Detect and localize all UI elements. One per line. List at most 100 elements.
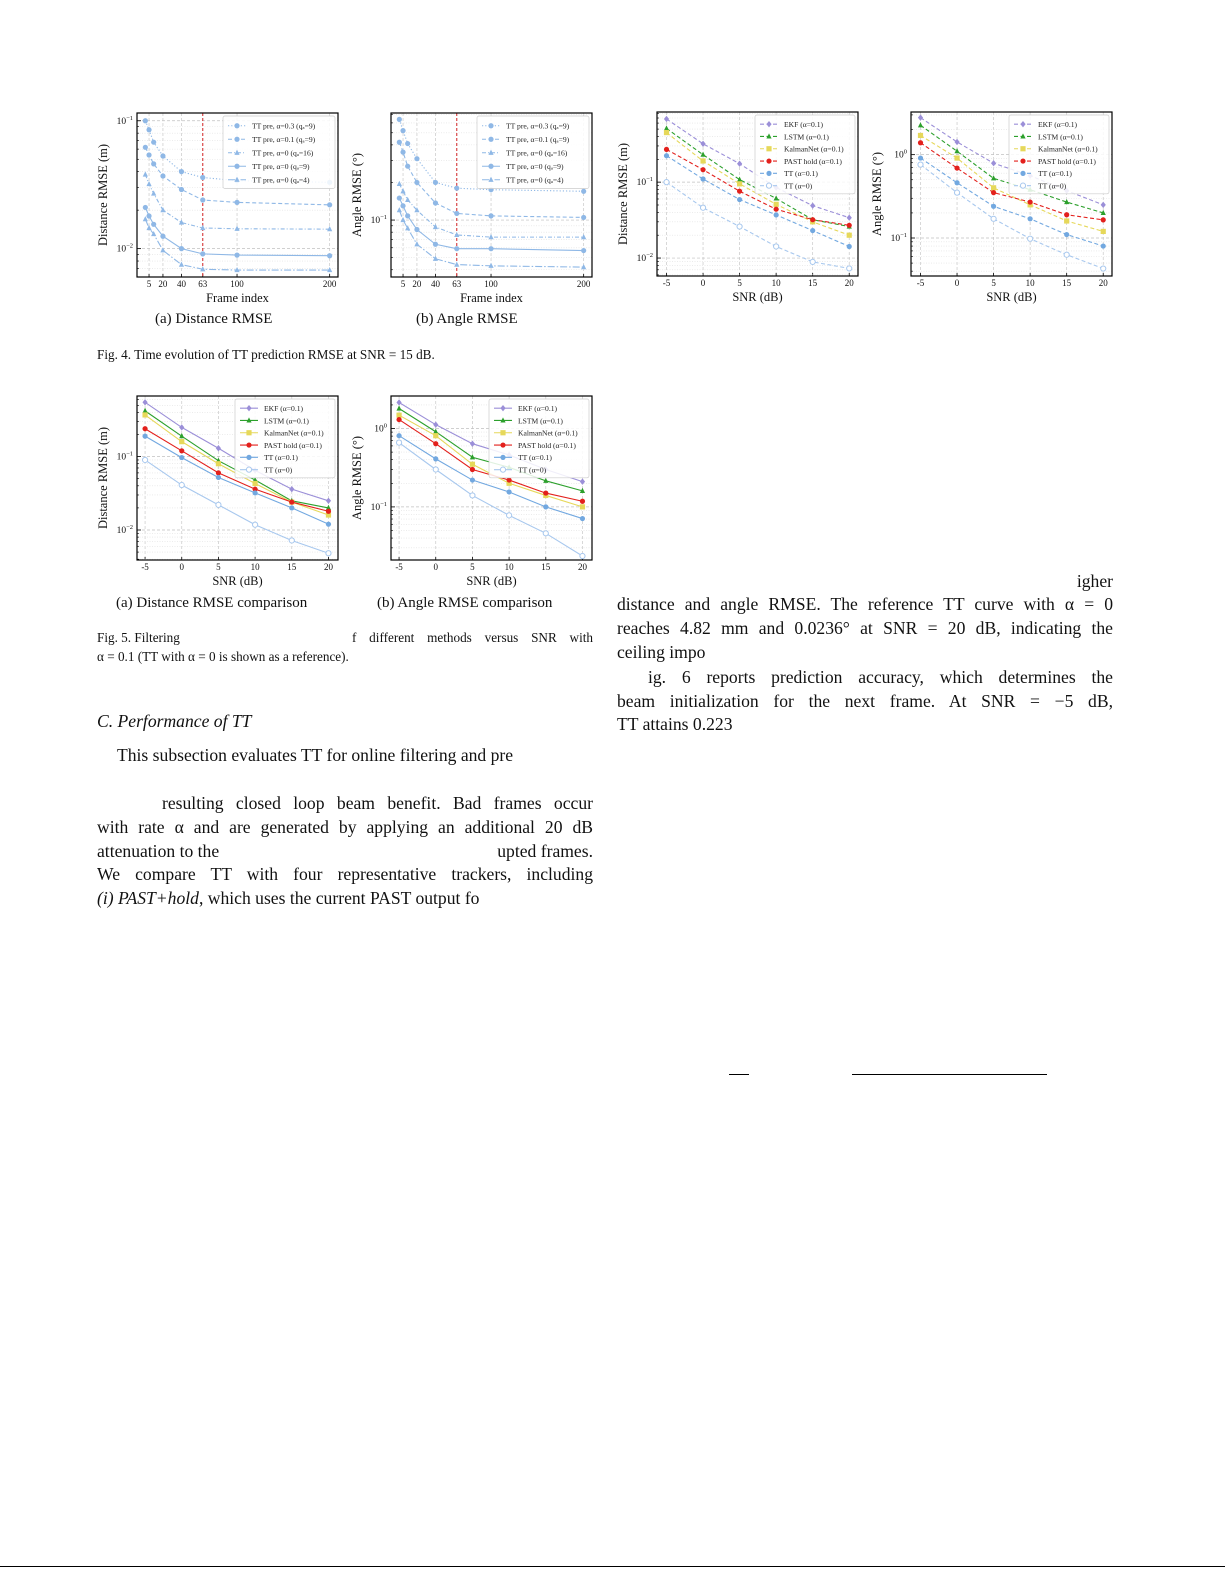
data-point <box>454 185 460 191</box>
data-point <box>581 214 587 221</box>
fig5-subcaption-b: (b) Angle RMSE comparison <box>377 595 553 611</box>
data-point <box>1064 231 1070 238</box>
y-tick-label: 10−1 <box>117 115 133 127</box>
legend-marker <box>488 123 494 129</box>
data-point <box>289 499 295 505</box>
data-point <box>400 128 406 134</box>
y-tick-label: 10−1 <box>117 451 133 463</box>
series-line <box>920 134 1104 232</box>
data-point <box>1027 235 1034 242</box>
data-point <box>736 188 743 194</box>
data-point <box>581 247 587 254</box>
y-tick-label: 10−2 <box>117 524 133 536</box>
data-point <box>433 441 439 447</box>
chart-5: -5 0 5 10 15 20 10−2 10−1 EKF (α=0.1) LSTM (α=0.1… <box>96 395 339 588</box>
x-axis-label: SNR (dB) <box>212 574 262 588</box>
legend-label: LSTM (α=0.1) <box>264 416 309 425</box>
x-tick-label: 5 <box>216 562 221 572</box>
data-point <box>488 262 494 268</box>
data-point <box>142 433 148 439</box>
data-point <box>700 158 706 164</box>
legend-marker <box>500 454 506 460</box>
y-tick-label: 10−1 <box>371 214 387 226</box>
data-point <box>699 204 707 211</box>
x-tick-label: -5 <box>663 278 671 288</box>
data-point <box>917 122 924 128</box>
data-point <box>142 204 148 211</box>
data-point <box>1100 265 1107 272</box>
y-axis-label: Angle RMSE (°) <box>350 153 364 237</box>
legend-marker <box>500 404 506 412</box>
data-point <box>179 454 185 461</box>
body-line: with rate α and are generated by applyin… <box>97 817 593 837</box>
data-point <box>488 213 494 219</box>
data-point <box>325 550 332 557</box>
series-line <box>920 164 1104 270</box>
y-axis-label: Angle RMSE (°) <box>870 152 884 236</box>
legend-label: KalmanNet (α=0.1) <box>1038 145 1098 154</box>
series-2 <box>142 144 333 208</box>
data-point <box>215 474 222 481</box>
data-point <box>846 232 852 238</box>
data-point <box>414 226 420 233</box>
legend-marker <box>765 182 773 189</box>
data-point <box>160 207 166 213</box>
series-line <box>144 428 329 512</box>
x-tick-label: 5 <box>401 279 406 289</box>
series-line <box>398 209 584 268</box>
legend-box <box>234 398 336 479</box>
legend: EKF (α=0.1) LSTM (α=0.1) KalmanNet (α=0.1)… <box>754 114 856 195</box>
series-line <box>144 120 330 183</box>
data-point <box>396 139 402 145</box>
legend-label: TT pre, α=0.3 (qₐ=9) <box>252 122 316 131</box>
legend-marker <box>488 176 494 182</box>
separator-rule <box>729 1074 749 1075</box>
data-point <box>810 217 816 223</box>
data-point <box>1064 218 1070 224</box>
chart-1: 5 20 40 63 100 200 10−2 10−1 TT pre, α=0.3 (qₐ=9… <box>96 112 339 305</box>
series-line <box>398 119 584 192</box>
data-point <box>469 477 476 483</box>
data-point <box>396 399 402 406</box>
data-point <box>160 233 166 239</box>
y-tick-label: 10−2 <box>117 243 133 255</box>
series-line <box>398 442 583 557</box>
data-point <box>432 466 439 473</box>
data-point <box>990 203 997 209</box>
series-line <box>144 218 330 271</box>
plot-frame <box>136 395 339 561</box>
data-point <box>810 202 816 209</box>
x-tick-label: 40 <box>177 279 187 289</box>
y-tick-label: 100 <box>894 149 907 161</box>
data-point <box>736 181 743 187</box>
data-point <box>809 258 816 265</box>
data-point <box>736 223 743 230</box>
data-point <box>579 498 586 504</box>
legend-marker <box>234 123 240 129</box>
data-point <box>215 501 222 508</box>
data-point <box>579 478 586 485</box>
data-point <box>327 253 333 259</box>
data-point <box>917 114 924 121</box>
data-point <box>234 266 240 273</box>
data-point <box>325 508 332 514</box>
plot-frame <box>656 111 859 277</box>
data-point <box>663 115 670 123</box>
data-point <box>990 175 997 181</box>
page-bottom-rule <box>0 1566 1225 1567</box>
data-point <box>488 246 494 252</box>
data-point <box>179 439 185 445</box>
data-point <box>663 179 670 186</box>
data-point <box>773 201 779 207</box>
x-tick-label: 15 <box>541 562 551 572</box>
data-point <box>142 118 148 124</box>
legend-marker <box>488 163 494 169</box>
legend-marker <box>246 417 252 423</box>
data-point <box>200 266 206 272</box>
data-point <box>917 132 924 139</box>
legend-box <box>222 115 336 189</box>
data-point <box>414 179 420 186</box>
chart-3: -5 0 5 10 15 20 10−2 10−1 EKF (α=0.1) LSTM (α=0.1… <box>616 111 859 304</box>
data-point <box>396 405 402 411</box>
